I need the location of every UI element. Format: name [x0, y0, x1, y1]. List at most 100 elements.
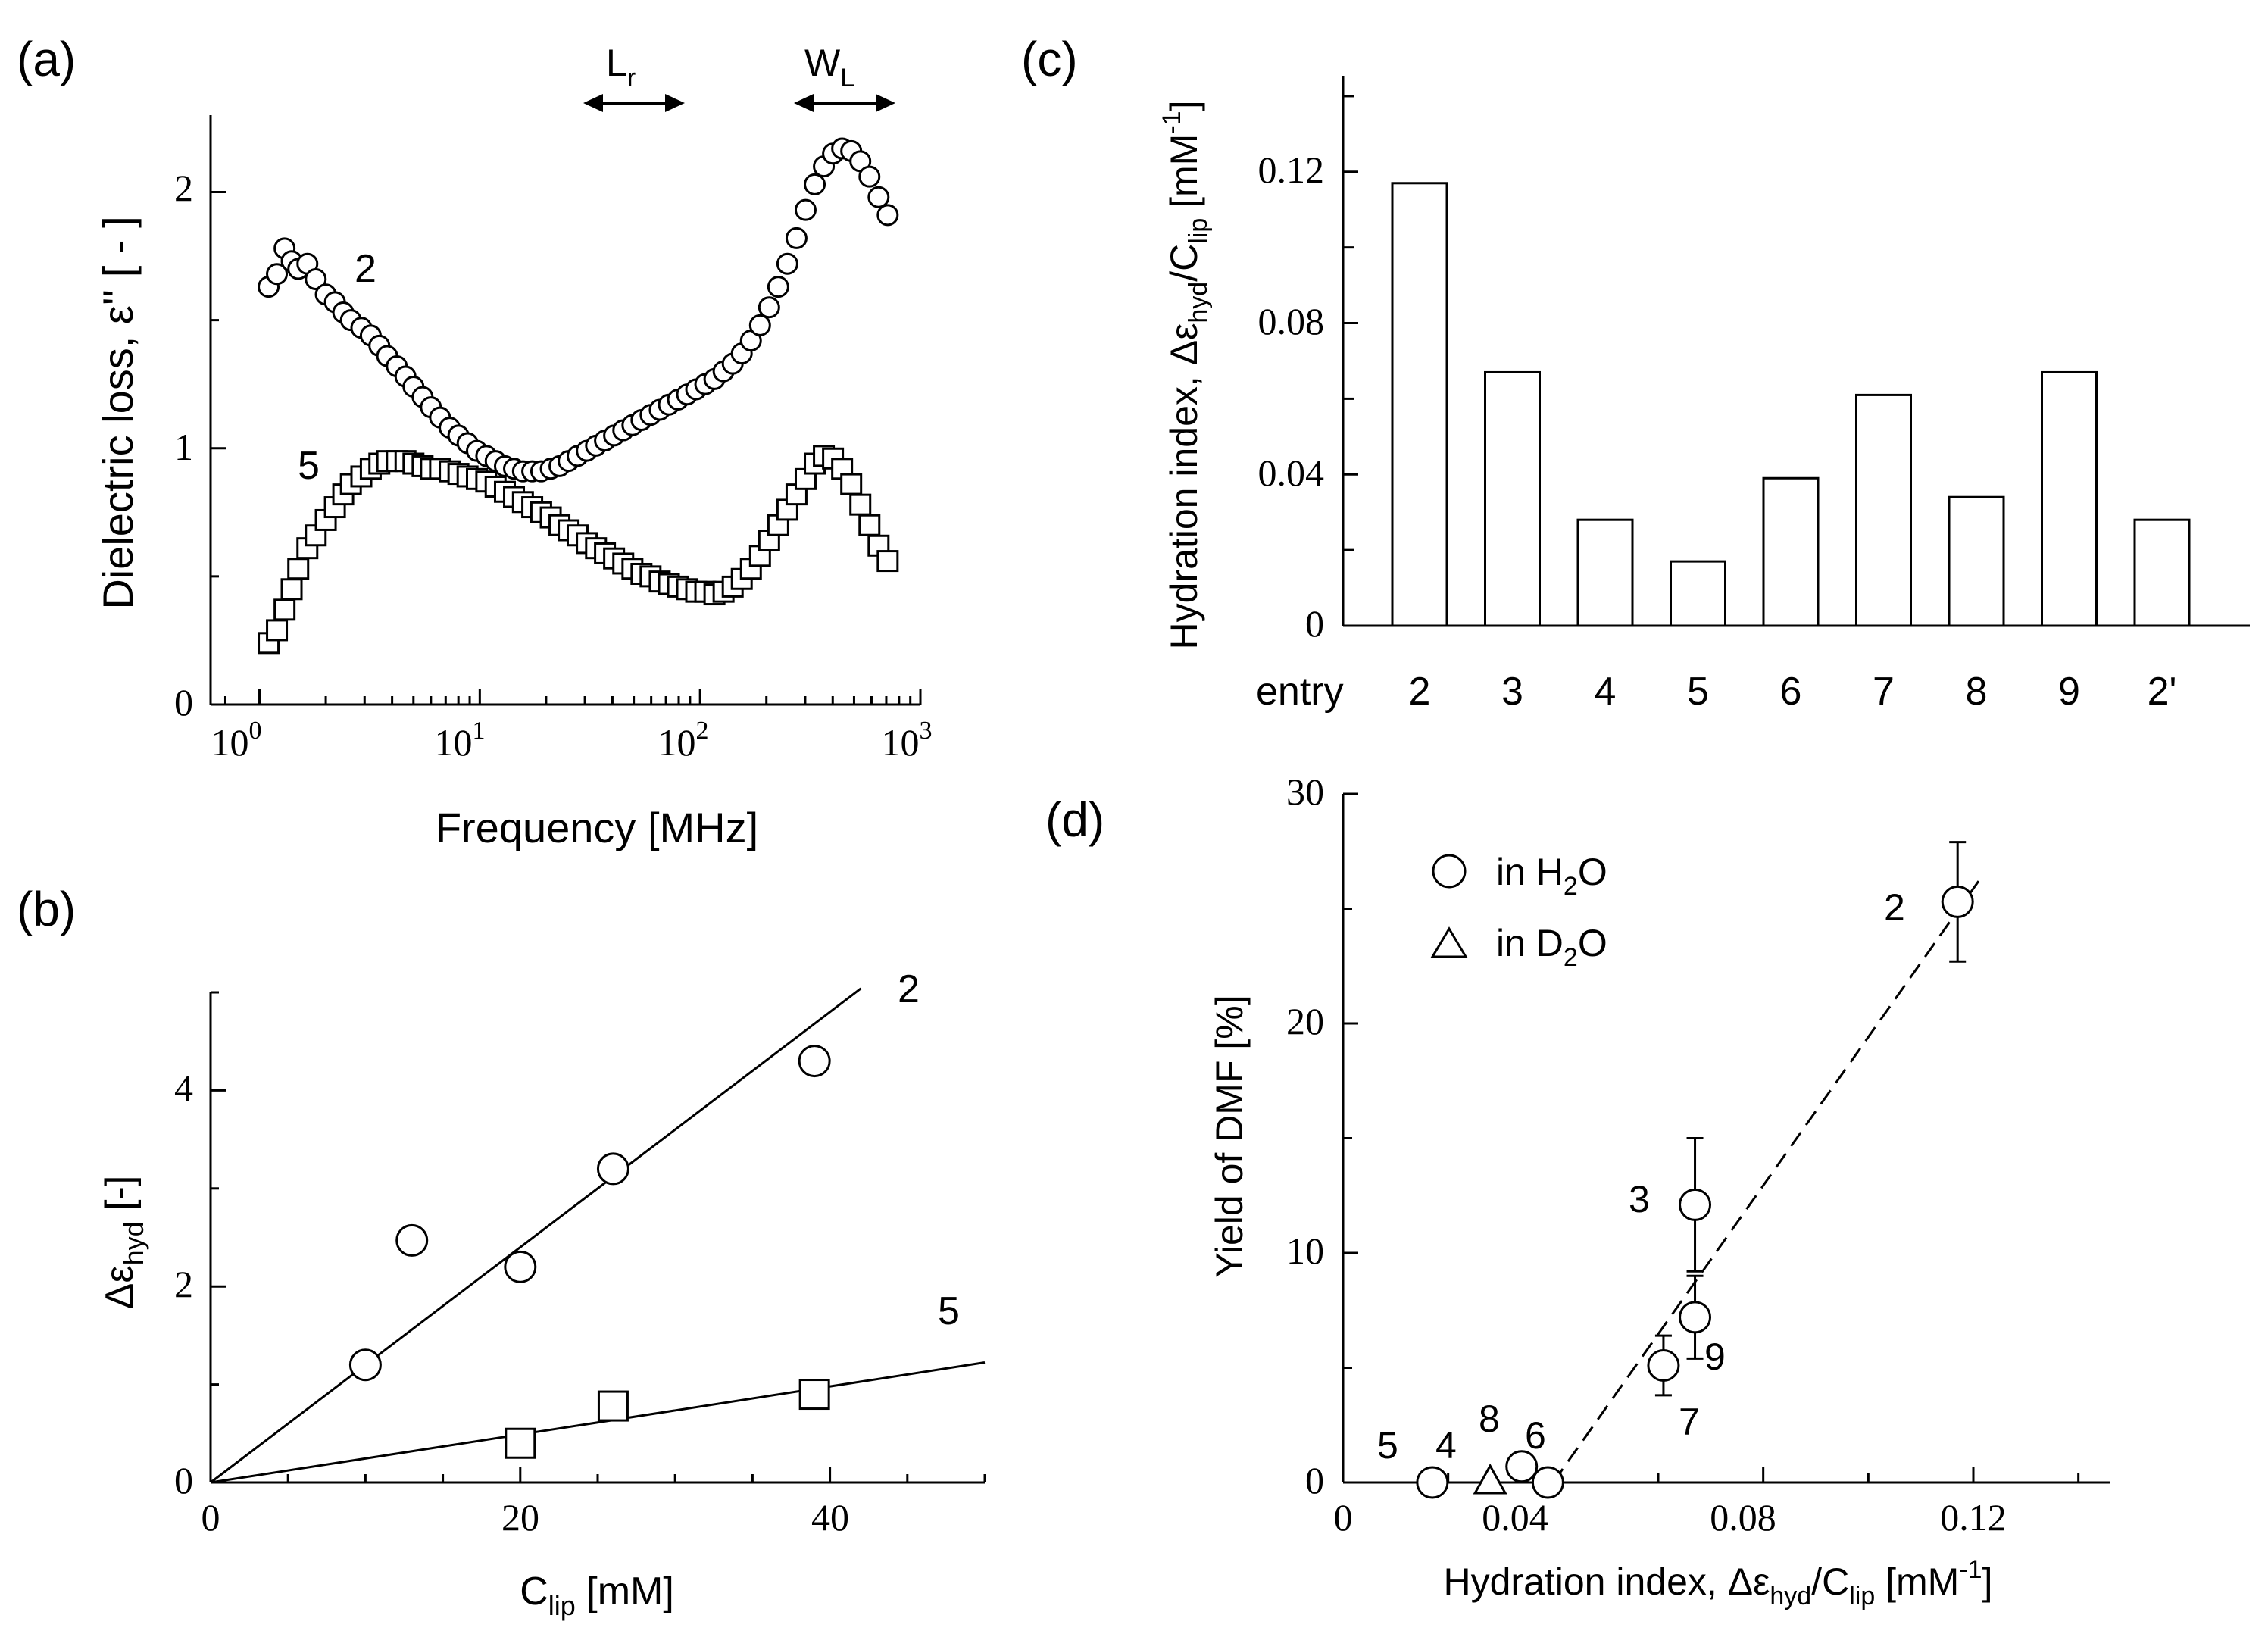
c-category-4: 4 — [1595, 670, 1617, 714]
a-ytick-2: 2 — [174, 167, 193, 209]
a-circle-point — [758, 296, 780, 319]
d-point-3 — [1679, 1188, 1712, 1221]
b-line-label-2: 2 — [898, 967, 920, 1011]
a-square-point — [266, 619, 289, 642]
b-ytick-2: 2 — [174, 1263, 193, 1305]
legend-h2o-label: in H2O — [1496, 851, 1607, 901]
d-point-label-8: 8 — [1479, 1398, 1500, 1440]
d-ytick-0: 0 — [1305, 1459, 1324, 1501]
c-ytick-008: 0.08 — [1258, 300, 1325, 342]
d-point-label-7: 7 — [1679, 1401, 1700, 1443]
d-point-label-2: 2 — [1884, 886, 1905, 929]
c-category-2': 2' — [2148, 670, 2177, 714]
a-circle-point — [785, 227, 808, 249]
c-bar-entry-8 — [1948, 495, 2005, 627]
a-circle-point — [266, 263, 289, 286]
c-category-9: 9 — [2058, 670, 2080, 714]
lr-label: Lr — [606, 42, 636, 92]
a-xtick-1000: 103 — [882, 717, 933, 764]
d-ytick-20: 20 — [1286, 1000, 1324, 1042]
c-bar-entry-5 — [1670, 560, 1726, 627]
c-bar-entry-3 — [1484, 370, 1541, 627]
a-circle-point — [794, 198, 817, 221]
a-xtick-10: 101 — [435, 717, 486, 764]
a-circle-point — [804, 173, 826, 195]
c-bar-entry-2' — [2133, 518, 2191, 627]
d-series-d2o — [1473, 1463, 1507, 1495]
d-xtick-0: 0 — [1334, 1496, 1353, 1539]
a-circle-point — [305, 267, 327, 290]
a-xtick-1: 100 — [211, 717, 262, 764]
d-point-2 — [1941, 885, 1974, 918]
d-ylabel: Yield of DMF [%] — [1208, 995, 1251, 1277]
a-circle-point — [876, 204, 899, 227]
panel-c-ticks — [1343, 95, 1358, 627]
b-square-point — [505, 1427, 536, 1459]
c-category-2: 2 — [1409, 670, 1431, 714]
b-square-point — [798, 1379, 830, 1411]
d-point-label-3: 3 — [1629, 1178, 1650, 1220]
a-series-5-squares — [258, 445, 899, 655]
d-triangle-point-4 — [1473, 1463, 1507, 1495]
b-ylabel: Δεhyd [-] — [98, 1176, 149, 1310]
b-circle-point — [596, 1152, 629, 1186]
c-ytick-012: 0.12 — [1258, 148, 1325, 191]
c-ytick-004: 0.04 — [1258, 451, 1325, 494]
panel-a-label: (a) — [17, 32, 76, 86]
a-circle-point — [767, 276, 789, 298]
a-ylabel: Dielectric loss, ε'' [ - ] — [94, 216, 142, 609]
c-bar-entry-7 — [1855, 393, 1912, 627]
b-circle-point — [798, 1045, 831, 1078]
b-xtick-40: 40 — [811, 1496, 849, 1539]
panel-c-label: (c) — [1021, 32, 1078, 86]
c-category-8: 8 — [1966, 670, 1988, 714]
a-xlabel: Frequency [MHz] — [436, 804, 758, 851]
a-ytick-1: 1 — [174, 426, 193, 468]
b-circle-point — [395, 1223, 429, 1257]
a-square-point — [849, 493, 872, 516]
c-bar-entry-9 — [2041, 370, 2098, 627]
d-ytick-10: 10 — [1286, 1229, 1324, 1272]
c-bars — [1391, 182, 2191, 627]
a-circle-point — [776, 252, 798, 275]
panel-a-ticks — [211, 190, 922, 706]
a-square-point — [273, 598, 296, 621]
a-series-2-circles — [258, 137, 899, 483]
a-square-point — [280, 578, 303, 601]
a-square-point — [840, 473, 863, 495]
c-entry-title: entry — [1256, 670, 1344, 714]
panel-b-label: (b) — [17, 882, 76, 936]
legend-d2o-label: in D2O — [1496, 922, 1607, 972]
a-circle-point — [748, 314, 771, 336]
panel-d-label: (d) — [1045, 792, 1104, 847]
legend-circle-marker — [1432, 854, 1467, 889]
c-bar-entry-4 — [1576, 518, 1634, 627]
b-ytick-0: 0 — [174, 1459, 193, 1501]
c-bar-entry-2 — [1391, 182, 1448, 627]
b-fit-lines — [210, 987, 986, 1484]
c-category-7: 7 — [1873, 670, 1895, 714]
d-xtick-012: 0.12 — [1940, 1496, 2007, 1539]
c-ylabel: Hydration index, Δεhyd/Clip [mM-1] — [1157, 101, 1213, 650]
d-xlabel: Hydration index, Δεhyd/Clip [mM-1] — [1444, 1555, 1993, 1611]
a-circle-point — [867, 186, 890, 208]
b-circle-point — [504, 1250, 537, 1283]
d-point-label-6: 6 — [1525, 1414, 1546, 1457]
b-circle-point — [348, 1348, 382, 1382]
d-fit-line — [1552, 880, 1980, 1483]
d-xtick-008: 0.08 — [1710, 1496, 1776, 1539]
c-bar-entry-6 — [1762, 476, 1820, 627]
d-series-h2o — [1416, 885, 1974, 1499]
a-circle-point — [858, 165, 881, 188]
c-category-5: 5 — [1687, 670, 1709, 714]
b-fit-line-2 — [210, 987, 862, 1484]
lr-range-arrow — [583, 94, 685, 112]
b-series-2-circles — [348, 1045, 831, 1382]
a-square-point — [287, 558, 310, 580]
a-square-point — [876, 550, 899, 573]
b-square-point — [597, 1390, 629, 1422]
d-point-6 — [1531, 1466, 1564, 1499]
b-xtick-0: 0 — [201, 1496, 220, 1539]
wl-label: WL — [804, 42, 854, 92]
